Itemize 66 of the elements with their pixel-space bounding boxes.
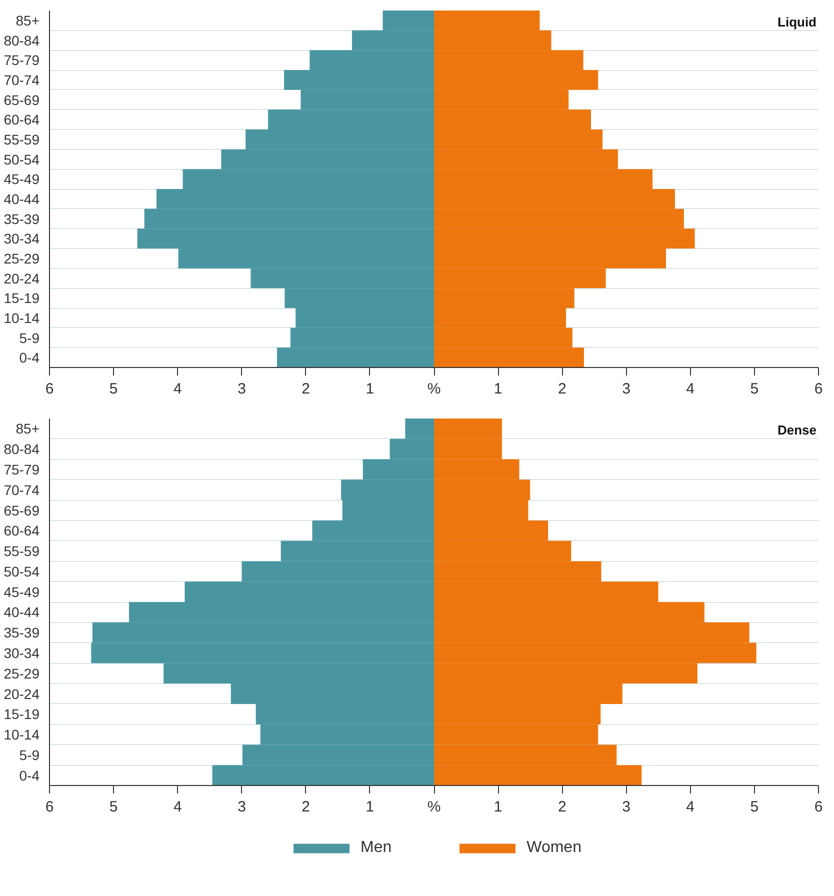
y-tick-label: 10-14 <box>4 310 40 326</box>
x-tick-label: 2 <box>302 798 310 816</box>
y-tick-label: 65-69 <box>4 92 40 108</box>
x-tick-label: 2 <box>558 380 566 398</box>
x-tick-label: % <box>427 798 441 816</box>
y-tick-label: 35-39 <box>4 624 40 641</box>
y-tick-label: 60-64 <box>4 522 40 539</box>
y-tick-label: 5-9 <box>19 330 40 346</box>
y-tick-label: 15-19 <box>4 290 40 306</box>
y-tick-label: 85+ <box>16 12 40 28</box>
y-tick-label: 85+ <box>16 420 40 437</box>
y-tick-label: 75-79 <box>4 461 40 478</box>
y-tick-label: 10-14 <box>4 726 40 743</box>
y-tick-label: 45-49 <box>4 584 40 600</box>
x-tick-label: 1 <box>494 798 502 816</box>
x-tick-label: 3 <box>622 798 630 816</box>
legend-label: Men <box>360 839 392 857</box>
x-tick-label: % <box>427 380 441 398</box>
x-tick-label: 6 <box>45 798 54 816</box>
x-tick-label: 6 <box>814 798 823 816</box>
y-tick-label: 35-39 <box>4 210 40 227</box>
y-tick-label: 20-24 <box>4 270 40 286</box>
y-tick-label: 50-54 <box>4 151 40 168</box>
x-tick-label: 1 <box>366 380 374 398</box>
y-tick-label: 70-74 <box>4 482 40 498</box>
y-tick-label: 40-44 <box>4 190 40 207</box>
x-tick-label: 6 <box>45 380 54 398</box>
x-tick-label: 1 <box>494 380 502 398</box>
x-tick-label: 4 <box>173 798 182 816</box>
x-tick-label: 4 <box>686 380 695 398</box>
y-tick-label: 5-9 <box>19 746 40 763</box>
y-tick-label: 75-79 <box>4 52 40 68</box>
y-tick-label: 0-4 <box>19 767 40 784</box>
x-tick-label: 4 <box>686 798 695 816</box>
y-tick-label: 0-4 <box>19 350 40 366</box>
x-tick-label: 4 <box>173 380 182 398</box>
y-tick-label: 15-19 <box>4 706 40 722</box>
x-tick-label: 2 <box>558 798 566 816</box>
y-tick-label: 80-84 <box>4 441 40 458</box>
y-tick-label: 40-44 <box>4 604 40 620</box>
x-tick-label: 3 <box>238 380 246 398</box>
y-tick-label: 30-34 <box>4 644 40 661</box>
y-tick-label: 25-29 <box>4 250 40 266</box>
x-tick-label: 6 <box>814 380 823 398</box>
x-tick-label: 1 <box>366 798 374 816</box>
y-tick-label: 80-84 <box>4 32 40 48</box>
y-tick-label: 55-59 <box>4 543 40 560</box>
x-tick-label: 5 <box>750 380 759 398</box>
x-tick-label: 2 <box>302 380 310 398</box>
y-tick-label: 30-34 <box>4 230 40 247</box>
x-tick-label: 5 <box>109 380 118 398</box>
y-tick-label: 45-49 <box>4 171 40 188</box>
x-tick-label: 5 <box>750 798 759 816</box>
y-tick-label: 50-54 <box>4 563 40 580</box>
x-tick-label: 3 <box>238 798 246 816</box>
legend-label: Women <box>526 839 582 857</box>
x-tick-label: 5 <box>109 798 118 816</box>
y-tick-label: 70-74 <box>4 72 40 88</box>
y-tick-label: 55-59 <box>4 131 40 148</box>
y-tick-label: 25-29 <box>4 665 40 682</box>
y-tick-label: 65-69 <box>4 502 40 518</box>
y-tick-label: 60-64 <box>4 112 40 128</box>
y-tick-label: 20-24 <box>4 686 40 702</box>
chart-title: Dense <box>777 422 817 438</box>
chart-title: Liquid <box>778 14 817 30</box>
x-tick-label: 3 <box>622 380 630 398</box>
